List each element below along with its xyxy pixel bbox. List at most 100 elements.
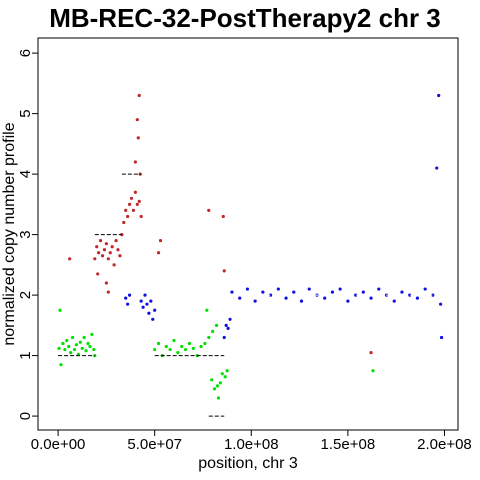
point	[124, 208, 128, 213]
point	[96, 272, 100, 276]
point	[224, 323, 228, 327]
point	[86, 341, 90, 346]
x-tick-label: 1.5e+08	[321, 436, 376, 453]
point	[245, 287, 250, 291]
point	[82, 335, 86, 340]
point	[137, 93, 141, 98]
point	[338, 287, 342, 291]
point	[330, 290, 335, 294]
point	[57, 346, 61, 350]
y-tick-label: 4	[17, 170, 34, 178]
point	[377, 287, 381, 291]
point	[106, 257, 110, 261]
point	[116, 248, 120, 252]
point	[63, 347, 67, 352]
point	[207, 208, 211, 213]
point	[93, 257, 97, 261]
point	[423, 287, 427, 291]
point	[88, 344, 92, 349]
x-tick-label: 1.0e+08	[224, 436, 279, 453]
point	[67, 344, 71, 349]
point	[106, 290, 110, 294]
point	[361, 290, 365, 294]
point	[307, 287, 311, 291]
point	[135, 118, 139, 122]
point	[72, 347, 77, 352]
point	[156, 251, 161, 255]
point	[65, 338, 69, 343]
point	[95, 245, 99, 249]
x-tick-label: 0.0e+00	[31, 436, 86, 453]
point	[118, 254, 122, 258]
point	[58, 308, 62, 312]
plot-frame	[37, 37, 459, 431]
point	[369, 350, 373, 355]
point	[211, 329, 215, 333]
point	[104, 242, 108, 246]
point	[124, 296, 128, 300]
y-tick-label: 1	[17, 351, 34, 359]
x-axis-label: position, chr 3	[198, 455, 298, 472]
point	[100, 254, 105, 258]
point	[214, 323, 219, 327]
point	[205, 308, 209, 312]
point	[216, 396, 221, 400]
point	[199, 344, 203, 349]
point	[126, 302, 130, 306]
point	[129, 196, 134, 200]
point	[133, 160, 137, 164]
point	[139, 214, 143, 219]
point	[59, 363, 63, 367]
point	[84, 349, 88, 353]
y-tick-label: 5	[17, 109, 34, 117]
point	[226, 326, 230, 330]
point	[133, 190, 137, 194]
y-tick-label: 2	[17, 291, 34, 299]
point	[104, 281, 108, 285]
point	[369, 296, 373, 300]
point	[164, 344, 168, 349]
point	[408, 293, 412, 297]
point	[218, 381, 222, 385]
point	[431, 293, 435, 297]
point	[437, 93, 441, 98]
point	[228, 317, 232, 321]
point	[187, 341, 192, 346]
point	[126, 214, 130, 219]
point	[98, 239, 103, 243]
point	[70, 335, 75, 340]
point	[78, 340, 82, 344]
point	[145, 302, 149, 306]
point	[354, 293, 358, 297]
point	[168, 347, 172, 352]
point	[221, 214, 225, 219]
point	[137, 199, 141, 203]
y-tick-label: 0	[17, 412, 34, 420]
point	[284, 296, 288, 300]
point	[439, 302, 443, 306]
point	[156, 341, 161, 346]
chart-title: MB-REC-32-PostTherapy2 chr 3	[49, 3, 441, 33]
point	[108, 251, 112, 255]
point	[135, 202, 139, 206]
point	[139, 299, 143, 303]
point	[143, 293, 147, 297]
point	[183, 347, 188, 352]
y-tick-label: 6	[17, 49, 34, 57]
point	[141, 305, 145, 309]
point	[176, 350, 180, 355]
point	[153, 308, 157, 312]
point	[212, 387, 217, 391]
point	[61, 341, 65, 346]
point	[131, 208, 136, 213]
x-tick-label: 2.0e+08	[417, 436, 472, 453]
point	[439, 335, 444, 340]
point	[299, 299, 304, 303]
point	[147, 311, 151, 315]
point	[110, 245, 114, 249]
point	[80, 346, 84, 350]
point	[346, 299, 350, 303]
point	[114, 239, 118, 243]
point	[92, 347, 96, 352]
